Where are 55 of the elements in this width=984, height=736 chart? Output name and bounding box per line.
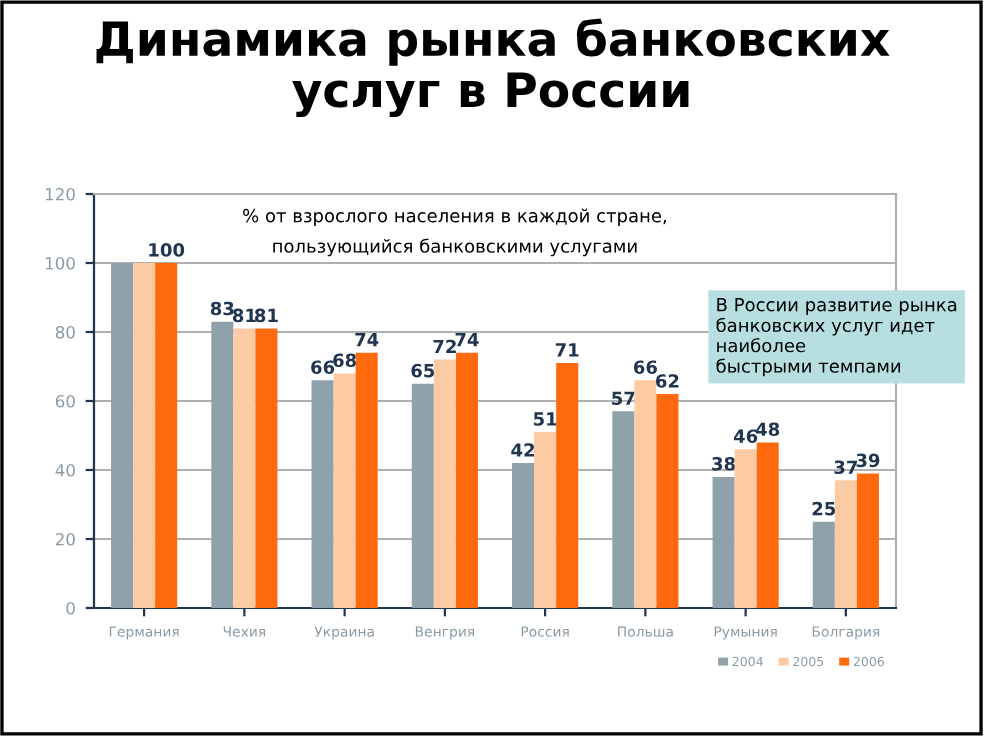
bar	[455, 352, 478, 608]
annotation: В России развитие рынка банковских услуг идет наиболее быстрыми темпами	[716, 298, 957, 377]
data-label: 66	[633, 360, 657, 375]
bar	[634, 380, 657, 608]
data-label: 66	[311, 360, 335, 375]
bar	[211, 321, 234, 608]
data-label: 42	[511, 443, 535, 457]
data-label: 81	[254, 308, 278, 323]
data-label: 83	[210, 301, 234, 316]
data-label: 57	[612, 391, 635, 406]
bar	[812, 521, 835, 608]
bar	[155, 263, 178, 608]
bar	[712, 476, 735, 608]
bar	[856, 473, 879, 608]
y-tick-label: 60	[55, 394, 75, 408]
bar	[756, 442, 779, 608]
bar	[355, 352, 378, 608]
data-label: 68	[333, 353, 357, 368]
bar	[734, 449, 757, 608]
annotation: % от взрослого населения в каждой стране, пользующийся банковскими услугами	[243, 208, 666, 257]
data-label: 37	[834, 460, 857, 475]
y-tick-label: 80	[55, 325, 75, 339]
data-label: 46	[733, 429, 758, 444]
bar	[556, 363, 579, 608]
data-label: 39	[856, 453, 880, 468]
data-label: 72	[433, 339, 456, 354]
bar	[512, 463, 535, 608]
y-tick-label: 120	[45, 187, 75, 201]
bar	[255, 328, 278, 608]
bar	[656, 394, 679, 608]
data-label: 25	[812, 501, 836, 516]
data-label: 100	[149, 243, 185, 257]
data-label: 74	[455, 333, 479, 347]
bar	[233, 328, 256, 608]
y-tick-label: 40	[55, 463, 75, 477]
chart-title: Динамика рынка банковских услуг в России	[96, 18, 890, 118]
bar	[834, 480, 857, 608]
data-label: 65	[411, 363, 435, 378]
y-tick-label: 0	[66, 601, 75, 615]
data-label: 74	[355, 333, 379, 347]
bar	[534, 432, 557, 608]
bar	[311, 380, 334, 608]
data-label: 71	[555, 343, 579, 357]
bar	[111, 263, 134, 608]
bar	[433, 359, 456, 608]
data-label: 38	[712, 456, 736, 471]
bar	[612, 411, 635, 608]
bar	[333, 373, 356, 608]
data-label: 48	[755, 422, 780, 437]
y-tick-label: 100	[45, 256, 75, 270]
bar	[411, 383, 434, 608]
bar	[133, 263, 156, 608]
y-tick-label: 20	[55, 532, 75, 546]
data-label: 81	[232, 308, 256, 323]
data-label: 62	[655, 374, 679, 388]
